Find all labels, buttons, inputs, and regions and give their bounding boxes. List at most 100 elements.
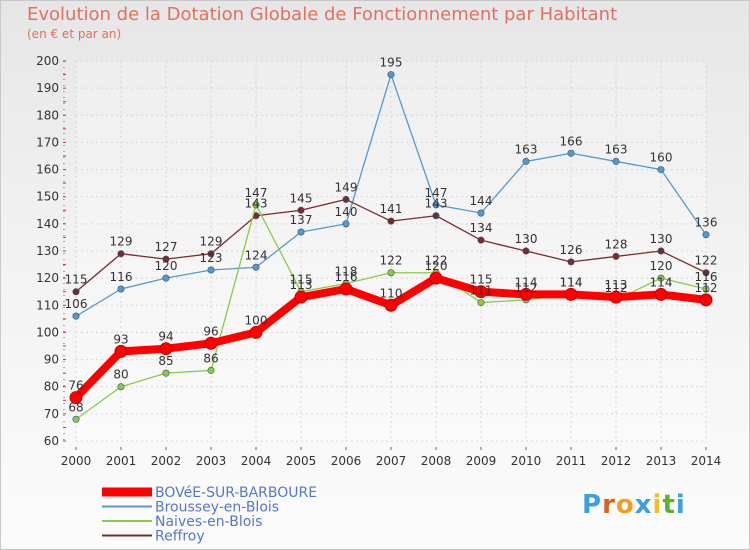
data-point [249, 325, 263, 339]
proxiti-logo: Proxiti [582, 490, 686, 520]
data-label: 143 [245, 197, 268, 211]
legend-label: Reffroy [155, 529, 205, 545]
data-point [252, 263, 260, 271]
y-tick-label: 190 [36, 81, 59, 95]
data-label: 114 [515, 275, 538, 289]
data-label: 120 [650, 259, 673, 273]
data-point [612, 252, 620, 260]
data-label: 140 [335, 205, 358, 219]
data-label: 114 [560, 275, 583, 289]
data-point [564, 287, 578, 301]
y-tick-label: 160 [36, 163, 59, 177]
y-tick-label: 150 [36, 190, 59, 204]
y-tick-label: 90 [44, 353, 59, 367]
y-tick-label: 180 [36, 108, 59, 122]
data-point [72, 312, 80, 320]
data-label: 113 [605, 278, 628, 292]
data-point [384, 298, 398, 312]
data-point [297, 206, 305, 214]
data-label: 130 [650, 232, 673, 246]
x-tick-label: 2004 [241, 454, 272, 468]
data-label: 120 [425, 259, 448, 273]
data-label: 134 [470, 221, 493, 235]
data-label: 147 [245, 186, 268, 200]
data-point [519, 287, 533, 301]
data-label: 129 [200, 235, 223, 249]
data-point [72, 415, 80, 423]
chart-title: Evolution de la Dotation Globale de Fonc… [27, 4, 618, 25]
data-point [207, 266, 215, 274]
data-point [429, 271, 443, 285]
data-label: 120 [155, 259, 178, 273]
data-point [117, 383, 125, 391]
data-point [297, 228, 305, 236]
y-tick-label: 110 [36, 298, 59, 312]
data-label: 136 [695, 216, 718, 230]
data-label: 195 [380, 56, 403, 70]
data-label: 76 [68, 379, 83, 393]
y-tick-label: 60 [44, 434, 59, 448]
logo-letter: o [615, 490, 635, 520]
x-tick-label: 2008 [421, 454, 452, 468]
data-label: 130 [515, 232, 538, 246]
data-label: 96 [203, 324, 218, 338]
data-label: 160 [650, 151, 673, 165]
x-tick-label: 2002 [151, 454, 182, 468]
data-label: 144 [470, 194, 493, 208]
data-point [432, 212, 440, 220]
data-label: 127 [155, 240, 178, 254]
data-label: 80 [113, 368, 128, 382]
x-tick-label: 2003 [196, 454, 227, 468]
data-point [612, 157, 620, 165]
data-point [567, 258, 575, 266]
data-point [162, 255, 170, 263]
data-label: 111 [470, 284, 493, 298]
data-label: 124 [245, 248, 268, 262]
data-point [252, 201, 260, 209]
x-tick-label: 2006 [331, 454, 362, 468]
data-point [69, 391, 83, 405]
data-label: 112 [515, 281, 538, 295]
data-point [702, 285, 710, 293]
x-tick-label: 2000 [61, 454, 92, 468]
data-point [477, 299, 485, 307]
data-point [567, 149, 575, 157]
data-point [159, 342, 173, 356]
data-label: 147 [425, 186, 448, 200]
data-label: 122 [695, 254, 718, 268]
data-point [699, 293, 713, 307]
data-label: 114 [560, 275, 583, 289]
data-point [387, 217, 395, 225]
data-label: 123 [200, 251, 223, 265]
logo-letter: i [675, 490, 686, 520]
data-point [702, 269, 710, 277]
data-label: 113 [290, 278, 313, 292]
data-label: 85 [158, 354, 173, 368]
data-point [339, 282, 353, 296]
data-point [204, 336, 218, 350]
data-label: 68 [68, 400, 83, 414]
data-point [294, 290, 308, 304]
data-point [657, 247, 665, 255]
x-tick-label: 2012 [601, 454, 632, 468]
x-tick-label: 2014 [691, 454, 722, 468]
data-point [654, 287, 668, 301]
y-tick-label: 120 [36, 271, 59, 285]
data-label: 149 [335, 180, 358, 194]
y-tick-label: 130 [36, 244, 59, 258]
data-point [474, 285, 488, 299]
data-point [387, 269, 395, 277]
data-label: 106 [65, 297, 88, 311]
data-point [342, 220, 350, 228]
logo-letter: t [662, 490, 676, 520]
data-point [477, 209, 485, 217]
data-label: 122 [425, 254, 448, 268]
x-tick-label: 2001 [106, 454, 137, 468]
data-point [609, 290, 623, 304]
data-label: 114 [650, 275, 673, 289]
logo-letter: r [602, 490, 616, 520]
data-label: 110 [380, 286, 403, 300]
y-tick-label: 140 [36, 217, 59, 231]
legend-label: BOVéE-SUR-BARBOURE [155, 485, 317, 501]
